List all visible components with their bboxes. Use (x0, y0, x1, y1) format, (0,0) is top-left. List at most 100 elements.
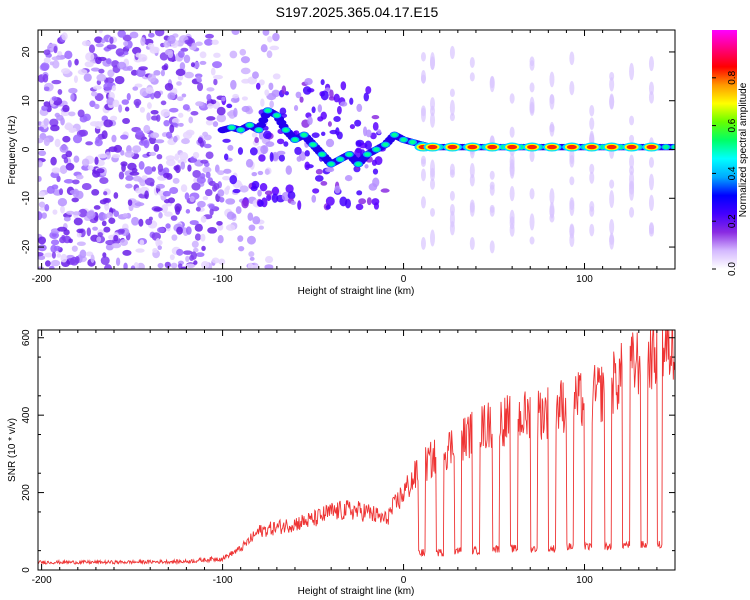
noise-blob (125, 183, 133, 189)
noise-blob (201, 245, 206, 251)
noise-blob (160, 100, 167, 106)
noise-blob (51, 251, 56, 259)
noise-blob (58, 188, 64, 196)
streak-blob (529, 96, 535, 114)
noise-blob (147, 102, 152, 110)
noise-blob (117, 30, 126, 38)
transition-blob (311, 194, 317, 203)
noise-blob (100, 256, 110, 266)
noise-blob (143, 139, 150, 149)
transition-blob (232, 188, 241, 194)
transition-blob (337, 105, 342, 115)
noise-blob (151, 115, 159, 121)
noise-blob (272, 73, 281, 80)
noise-blob (42, 73, 49, 83)
noise-blob (191, 182, 201, 191)
noise-blob (203, 143, 212, 149)
noise-blob (210, 99, 217, 105)
noise-blob (213, 74, 223, 80)
noise-blob (217, 234, 224, 244)
noise-blob (175, 205, 181, 215)
streak-blob (609, 179, 615, 189)
noise-blob (81, 182, 92, 191)
ridge-core (337, 157, 344, 162)
noise-blob (57, 198, 68, 207)
transition-blob (329, 89, 334, 99)
snr-y-tick-label: 600 (21, 329, 32, 346)
snr-series-line (37, 329, 675, 566)
streak-blob (430, 167, 436, 182)
transition-blob (299, 96, 304, 103)
noise-blob (184, 71, 194, 79)
noise-blob (241, 78, 251, 84)
transition-blob (254, 137, 259, 144)
snr-x-tick-label: 0 (401, 575, 407, 586)
noise-blob (99, 199, 108, 205)
noise-blob (99, 177, 109, 185)
streak-blob (529, 149, 535, 162)
noise-blob (205, 151, 214, 159)
transition-blob (364, 140, 372, 150)
noise-blob (205, 171, 211, 179)
noise-blob (264, 264, 274, 269)
noise-blob (192, 151, 200, 159)
noise-blob (199, 51, 207, 59)
streak-blob (629, 183, 635, 201)
noise-blob (131, 167, 138, 173)
noise-blob (240, 56, 250, 64)
streak-blob (648, 56, 654, 72)
noise-blob (149, 181, 155, 187)
noise-blob (248, 224, 256, 231)
noise-blob (158, 212, 163, 219)
noise-blob (192, 170, 201, 178)
transition-blob (241, 105, 250, 113)
noise-blob (90, 254, 95, 263)
transition-blob (315, 168, 323, 175)
noise-blob (50, 239, 60, 246)
noise-blob (217, 170, 225, 176)
streak-blob (609, 219, 615, 235)
streak-blob (648, 81, 654, 96)
noise-blob (106, 44, 117, 50)
noise-blob (191, 42, 197, 51)
noise-blob (38, 236, 47, 245)
noise-blob (177, 159, 187, 164)
transition-blob (249, 147, 258, 156)
transition-blob (304, 161, 311, 171)
streak-blob (589, 163, 595, 175)
noise-blob (44, 260, 51, 267)
transition-blob (356, 103, 363, 113)
noise-blob (176, 248, 184, 256)
noise-blob (38, 201, 46, 208)
streak-blob (629, 165, 635, 176)
transition-blob (358, 198, 367, 205)
noise-blob (206, 87, 215, 92)
transition-blob (371, 159, 378, 166)
peak-core (487, 144, 498, 150)
transition-blob (281, 85, 287, 95)
noise-blob (169, 186, 179, 195)
noise-blob (175, 164, 181, 174)
noise-blob (88, 44, 96, 54)
snr-y-axis-label: SNR (10 * v/v) (7, 418, 18, 482)
noise-blob (189, 196, 195, 203)
noise-blob (267, 35, 273, 43)
noise-blob (239, 48, 247, 56)
noise-blob (60, 205, 65, 214)
noise-blob (57, 51, 63, 56)
streak-blob (449, 113, 455, 122)
streak-blob (529, 82, 535, 93)
streak-blob (469, 56, 475, 69)
noise-blob (207, 227, 218, 234)
noise-blob (130, 69, 138, 76)
noise-blob (38, 244, 47, 252)
noise-blob (89, 121, 100, 127)
noise-blob (153, 143, 160, 153)
noise-blob (157, 163, 164, 173)
snr-frame (37, 329, 676, 571)
noise-blob (94, 103, 100, 110)
snr-plot-area (37, 329, 675, 566)
noise-blob (101, 220, 107, 227)
streak-blob (449, 163, 455, 176)
noise-blob (213, 52, 221, 58)
